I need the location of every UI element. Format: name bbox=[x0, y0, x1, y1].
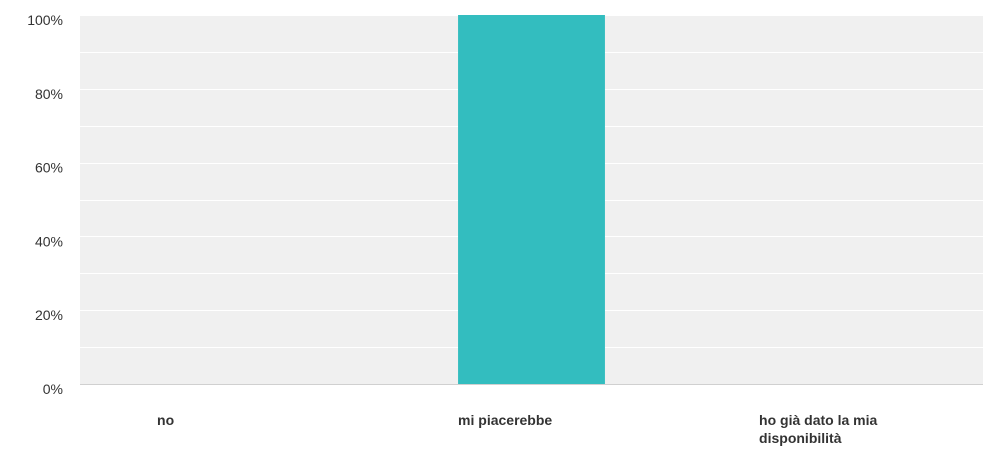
x-category-label: no bbox=[157, 412, 174, 428]
y-tick-label: 60% bbox=[35, 160, 63, 176]
bar-mi-piacerebbe bbox=[458, 15, 605, 384]
x-axis-category-labels: no mi piacerebbe ho già dato la mia disponi… bbox=[157, 412, 877, 446]
x-category-label: ho già dato la mia disponibilità bbox=[759, 412, 877, 446]
y-tick-label: 80% bbox=[35, 86, 63, 102]
bars bbox=[458, 15, 605, 384]
x-category-label: mi piacerebbe bbox=[458, 412, 552, 428]
y-tick-label: 0% bbox=[43, 381, 63, 397]
y-tick-label: 40% bbox=[35, 233, 63, 249]
y-tick-label: 20% bbox=[35, 307, 63, 323]
y-axis-tick-labels: 0% 20% 40% 60% 80% 100% bbox=[27, 12, 63, 397]
y-tick-label: 100% bbox=[27, 12, 63, 28]
